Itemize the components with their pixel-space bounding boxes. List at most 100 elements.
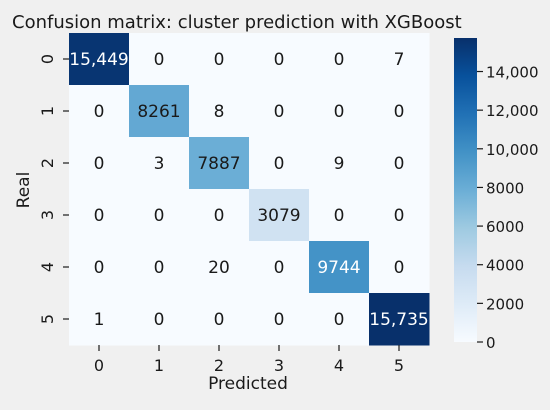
heatmap-cell xyxy=(309,137,370,190)
heatmap-cell xyxy=(69,85,130,138)
heatmap-cell xyxy=(369,189,430,242)
heatmap-cell xyxy=(189,85,250,138)
heatmap-cell-label: 0 xyxy=(274,310,285,330)
heatmap-cell-label: 9744 xyxy=(317,258,360,278)
y-tick-label: 3 xyxy=(38,210,57,220)
heatmap-cell-label: 0 xyxy=(394,258,405,278)
heatmap-cell xyxy=(189,293,250,346)
heatmap-cell xyxy=(69,33,130,86)
heatmap-cell xyxy=(129,241,190,294)
heatmap-cell xyxy=(309,189,370,242)
y-axis: 0 1 2 3 4 5 xyxy=(38,54,69,324)
x-axis: 0 1 2 3 4 5 xyxy=(94,345,404,375)
heatmap-cell xyxy=(69,189,130,242)
heatmap-cell xyxy=(369,293,430,346)
heatmap-cell-label: 0 xyxy=(154,50,165,70)
heatmap-cell xyxy=(129,189,190,242)
heatmap-cell-label: 0 xyxy=(94,258,105,278)
heatmap-cell-label: 0 xyxy=(154,258,165,278)
heatmap-cell-label: 0 xyxy=(94,154,105,174)
colorbar-gradient-bar xyxy=(454,38,477,342)
heatmap-cell-label: 7 xyxy=(394,50,405,70)
heatmap-cell-label: 0 xyxy=(214,50,225,70)
heatmap-cell-label: 3 xyxy=(154,154,165,174)
colorbar-tick-label: 10,000 xyxy=(486,141,539,159)
heatmap-cell xyxy=(369,137,430,190)
heatmap-cell xyxy=(69,137,130,190)
x-tick-label: 5 xyxy=(394,356,404,375)
y-tick-label: 2 xyxy=(38,158,57,168)
colorbar-tick-label: 4000 xyxy=(486,257,524,275)
heatmap-cell xyxy=(309,85,370,138)
y-tick-label: 5 xyxy=(38,314,57,324)
heatmap-cell-label: 0 xyxy=(394,102,405,122)
colorbar-tick-label: 14,000 xyxy=(486,64,539,82)
heatmap-cell-label: 0 xyxy=(394,206,405,226)
heatmap-cell-label: 0 xyxy=(334,50,345,70)
x-tick-label: 2 xyxy=(214,356,224,375)
heatmap-cell-label: 0 xyxy=(214,206,225,226)
heatmap-cell xyxy=(129,137,190,190)
x-axis-label: Predicted xyxy=(208,374,288,394)
heatmap-cell-label: 0 xyxy=(274,258,285,278)
heatmap-cell xyxy=(129,33,190,86)
heatmap-cell xyxy=(249,293,310,346)
x-tick-label: 0 xyxy=(94,356,104,375)
colorbar-tick-label: 12,000 xyxy=(486,102,539,120)
heatmap-cell xyxy=(249,85,310,138)
y-tick-label: 0 xyxy=(38,54,57,64)
heatmap-cell xyxy=(249,189,310,242)
x-tick-label: 1 xyxy=(154,356,164,375)
heatmap-cell-label: 15,735 xyxy=(369,310,428,330)
heatmap-cell-label: 0 xyxy=(94,206,105,226)
colorbar xyxy=(454,38,477,342)
heatmap-cell xyxy=(249,241,310,294)
x-tick-label: 3 xyxy=(274,356,284,375)
heatmap-cell-label: 0 xyxy=(154,310,165,330)
heatmap-cell xyxy=(309,293,370,346)
chart-title: Confusion matrix: cluster prediction wit… xyxy=(12,12,462,33)
heatmap-cell-label: 0 xyxy=(214,310,225,330)
heatmap-cell-label: 0 xyxy=(274,50,285,70)
heatmap-cell xyxy=(189,241,250,294)
heatmap-cell-label: 3079 xyxy=(257,206,300,226)
heatmap-cell-label: 8261 xyxy=(137,102,180,122)
heatmap-cell-label: 9 xyxy=(334,154,345,174)
heatmap-cell xyxy=(309,33,370,86)
heatmap-cell xyxy=(309,241,370,294)
colorbar-tick-label: 2000 xyxy=(486,295,524,313)
heatmap-cells xyxy=(69,33,430,346)
heatmap-cell xyxy=(249,33,310,86)
heatmap-cell-label: 1 xyxy=(94,310,105,330)
y-tick-label: 4 xyxy=(38,262,57,272)
heatmap-cell-label: 15,449 xyxy=(69,50,128,70)
colorbar-ticks: 0 2000 4000 6000 8000 10,000 12,000 14,000 xyxy=(477,64,539,352)
heatmap-cell-labels: 15,449 0 0 0 0 7 0 8261 8 0 0 0 0 3 7887 0 9 0 0 0 0 3079 0 0 0 0… xyxy=(69,50,428,330)
heatmap-cell xyxy=(249,137,310,190)
heatmap-cell xyxy=(69,293,130,346)
heatmap-cell xyxy=(369,33,430,86)
colorbar-tick-label: 6000 xyxy=(486,218,524,236)
heatmap-cell xyxy=(129,85,190,138)
heatmap-cell-label: 0 xyxy=(154,206,165,226)
heatmap-cell-label: 7887 xyxy=(197,154,240,174)
heatmap-cell-label: 0 xyxy=(334,310,345,330)
colorbar-tick-label: 8000 xyxy=(486,179,524,197)
y-axis-label: Real xyxy=(14,172,34,209)
heatmap-cell-label: 0 xyxy=(274,154,285,174)
heatmap-cell xyxy=(369,241,430,294)
heatmap-cell xyxy=(189,137,250,190)
heatmap-cell-label: 0 xyxy=(94,102,105,122)
heatmap-cell xyxy=(69,241,130,294)
heatmap-cell-label: 8 xyxy=(214,102,225,122)
heatmap-cell-label: 0 xyxy=(334,206,345,226)
heatmap-cell-label: 20 xyxy=(208,258,230,278)
heatmap-cell-label: 0 xyxy=(334,102,345,122)
colorbar-tick-label: 0 xyxy=(486,334,496,352)
heatmap-cell xyxy=(189,189,250,242)
heatmap-cell xyxy=(129,293,190,346)
x-tick-label: 4 xyxy=(334,356,344,375)
y-tick-label: 1 xyxy=(38,106,57,116)
